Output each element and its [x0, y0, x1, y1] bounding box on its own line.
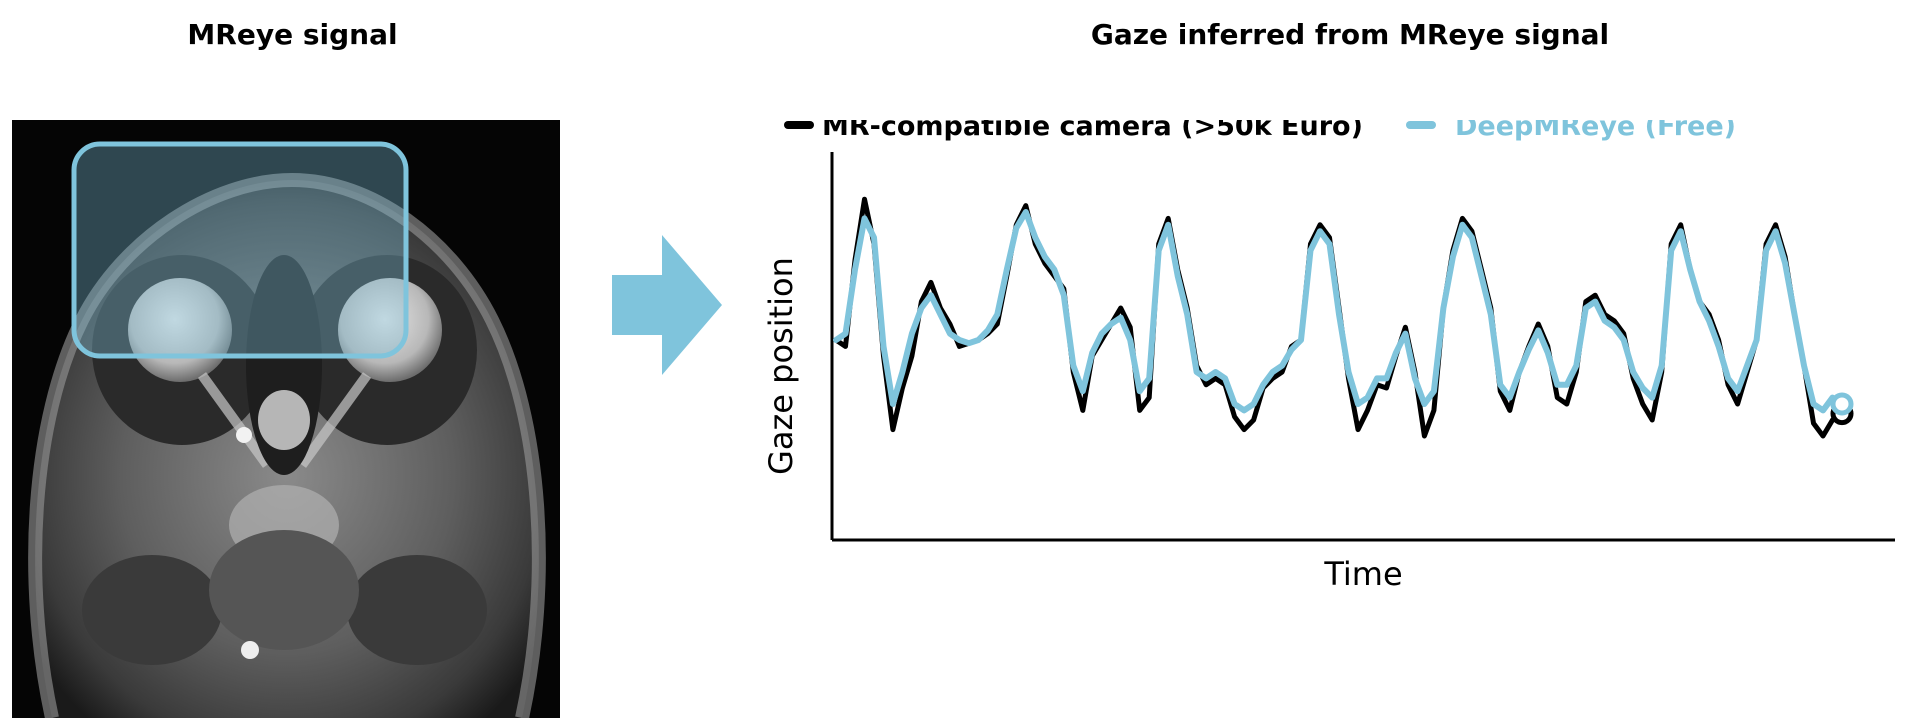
series-line-deepmreye — [833, 209, 1845, 414]
right-arrow-icon — [612, 235, 722, 375]
legend-label-camera: MR-compatible camera (>50k Euro) — [822, 120, 1363, 142]
eye-region-highlight — [71, 141, 409, 359]
mri-scan-image — [12, 120, 560, 718]
mri-brain-scan-icon — [28, 141, 546, 718]
chart-title: Gaze inferred from MReye signal — [1090, 18, 1610, 51]
legend-label-deepmreye: DeepMReye (Free) — [1455, 120, 1736, 142]
gaze-line-chart: MR-compatible camera (>50k Euro) DeepMRe… — [762, 120, 1895, 593]
x-axis-label: Time — [1323, 555, 1402, 593]
mri-panel-title: MReye signal — [187, 18, 398, 51]
y-axis-label: Gaze position — [762, 257, 800, 475]
series-end-marker-deepmreye — [1830, 392, 1854, 416]
chart-legend: MR-compatible camera (>50k Euro) DeepMRe… — [784, 120, 1736, 142]
